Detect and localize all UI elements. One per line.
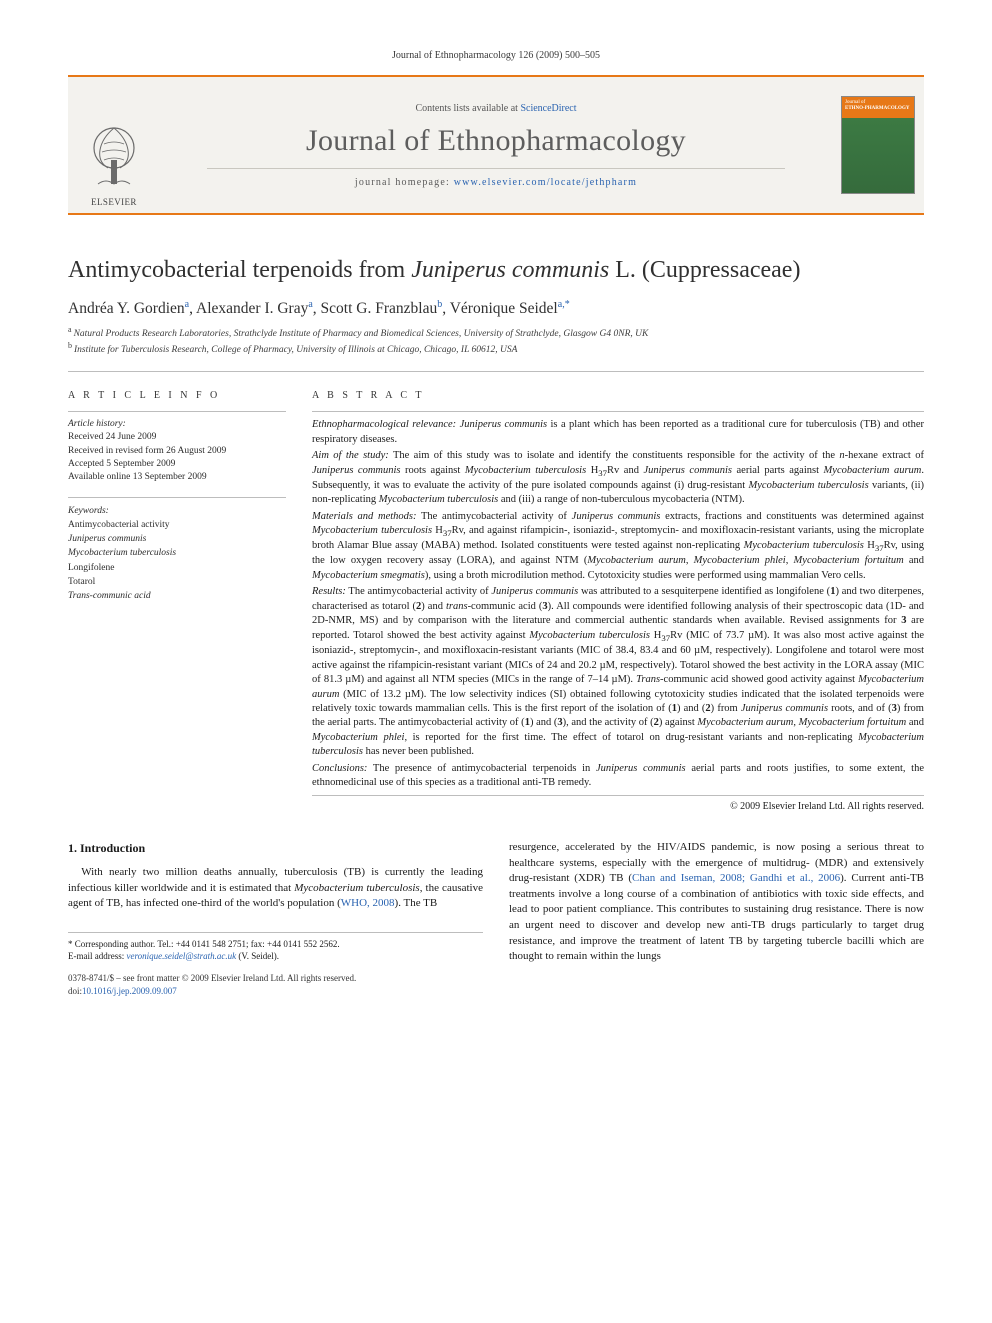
keyword: Juniperus communis [68, 532, 286, 546]
email-link[interactable]: veronique.seidel@strath.ac.uk [126, 951, 236, 961]
running-head: Journal of Ethnopharmacology 126 (2009) … [68, 50, 924, 61]
info-abstract-row: A R T I C L E I N F O Article history: R… [68, 384, 924, 812]
homepage-link[interactable]: www.elsevier.com/locate/jethpharm [454, 177, 637, 188]
cover-thumb-text: Journal of ETHNO-PHARMACOLOGY [845, 100, 911, 111]
corresponding-author-note: * Corresponding author. Tel.: +44 0141 5… [68, 938, 483, 950]
keywords-label: Keywords: [68, 504, 286, 518]
article-history: Article history: Received 24 June 2009 R… [68, 411, 286, 484]
sciencedirect-link[interactable]: ScienceDirect [520, 103, 576, 114]
author-affil-sup: a [185, 299, 189, 310]
article-info-col: A R T I C L E I N F O Article history: R… [68, 384, 286, 812]
body-para: resurgence, accelerated by the HIV/AIDS … [509, 840, 924, 965]
affiliations: aNatural Products Research Laboratories,… [68, 325, 924, 357]
history-online: Available online 13 September 2009 [68, 471, 286, 484]
keyword: Antimycobacterial activity [68, 518, 286, 532]
elsevier-tree-icon [79, 115, 149, 195]
body-col-left: 1. Introduction With nearly two million … [68, 840, 483, 998]
abstract-para: Results: The antimycobacterial activity … [312, 585, 924, 759]
homepage-line: journal homepage: www.elsevier.com/locat… [355, 177, 637, 188]
masthead: ELSEVIER Contents lists available at Sci… [68, 75, 924, 215]
corresponding-email: E-mail address: veronique.seidel@strath.… [68, 950, 483, 962]
abstract-head: A B S T R A C T [312, 390, 924, 401]
publisher-block: ELSEVIER [68, 77, 160, 213]
keywords-block: Keywords: Antimycobacterial activity Jun… [68, 497, 286, 604]
body-para: With nearly two million deaths annually,… [68, 865, 483, 912]
page: Journal of Ethnopharmacology 126 (2009) … [0, 0, 992, 1038]
abstract-para: Materials and methods: The antimycobacte… [312, 510, 924, 584]
masthead-rule [207, 168, 784, 169]
affiliation: bInstitute for Tuberculosis Research, Co… [68, 341, 924, 357]
page-footer: 0378-8741/$ – see front matter © 2009 El… [68, 972, 483, 998]
body-col-right: resurgence, accelerated by the HIV/AIDS … [509, 840, 924, 998]
publisher-label: ELSEVIER [91, 197, 137, 207]
author-affil-sup: b [437, 299, 442, 310]
contents-line: Contents lists available at ScienceDirec… [415, 103, 576, 114]
author: Alexander I. Gray [196, 300, 308, 317]
title-prefix: Antimycobacterial terpenoids from [68, 257, 411, 283]
history-accepted: Accepted 5 September 2009 [68, 458, 286, 471]
homepage-prefix: journal homepage: [355, 177, 454, 188]
history-revised: Received in revised form 26 August 2009 [68, 445, 286, 458]
history-received: Received 24 June 2009 [68, 431, 286, 444]
author: Andréa Y. Gordien [68, 300, 185, 317]
author-affil-sup: a,* [558, 299, 570, 310]
journal-name: Journal of Ethnopharmacology [306, 124, 686, 158]
doi-line: doi:10.1016/j.jep.2009.09.007 [68, 985, 483, 998]
history-label: Article history: [68, 418, 286, 431]
abstract-para: Aim of the study: The aim of this study … [312, 449, 924, 508]
doi-link[interactable]: 10.1016/j.jep.2009.09.007 [82, 986, 177, 996]
masthead-center: Contents lists available at ScienceDirec… [160, 77, 832, 213]
journal-cover-thumb: Journal of ETHNO-PHARMACOLOGY [841, 96, 915, 194]
title-suffix: L. (Cuppressaceae) [609, 257, 800, 283]
author-affil-sup: a [308, 299, 312, 310]
keyword: Totarol [68, 575, 286, 589]
rule [68, 371, 924, 372]
title-species: Juniperus communis [411, 257, 609, 283]
article-info-head: A R T I C L E I N F O [68, 390, 286, 401]
abstract-para: Ethnopharmacological relevance: Juniperu… [312, 418, 924, 447]
footnotes: * Corresponding author. Tel.: +44 0141 5… [68, 932, 483, 962]
keyword: Mycobacterium tuberculosis [68, 546, 286, 560]
issn-line: 0378-8741/$ – see front matter © 2009 El… [68, 972, 483, 985]
contents-prefix: Contents lists available at [415, 103, 520, 114]
author: Scott G. Franzblau [321, 300, 438, 317]
authors: Andréa Y. Gordiena, Alexander I. Graya, … [68, 299, 924, 318]
keyword: Longifolene [68, 561, 286, 575]
cover-thumb-block: Journal of ETHNO-PHARMACOLOGY [832, 77, 924, 213]
keyword: Trans-communic acid [68, 589, 286, 603]
abstract-copyright: © 2009 Elsevier Ireland Ltd. All rights … [312, 795, 924, 812]
author: Véronique Seidel [450, 300, 558, 317]
body-columns: 1. Introduction With nearly two million … [68, 840, 924, 998]
abstract-col: A B S T R A C T Ethnopharmacological rel… [312, 384, 924, 812]
abstract-body: Ethnopharmacological relevance: Juniperu… [312, 411, 924, 791]
section-heading: 1. Introduction [68, 840, 483, 857]
abstract-para: Conclusions: The presence of antimycobac… [312, 762, 924, 791]
affiliation: aNatural Products Research Laboratories,… [68, 325, 924, 341]
article-title: Antimycobacterial terpenoids from Junipe… [68, 255, 924, 285]
